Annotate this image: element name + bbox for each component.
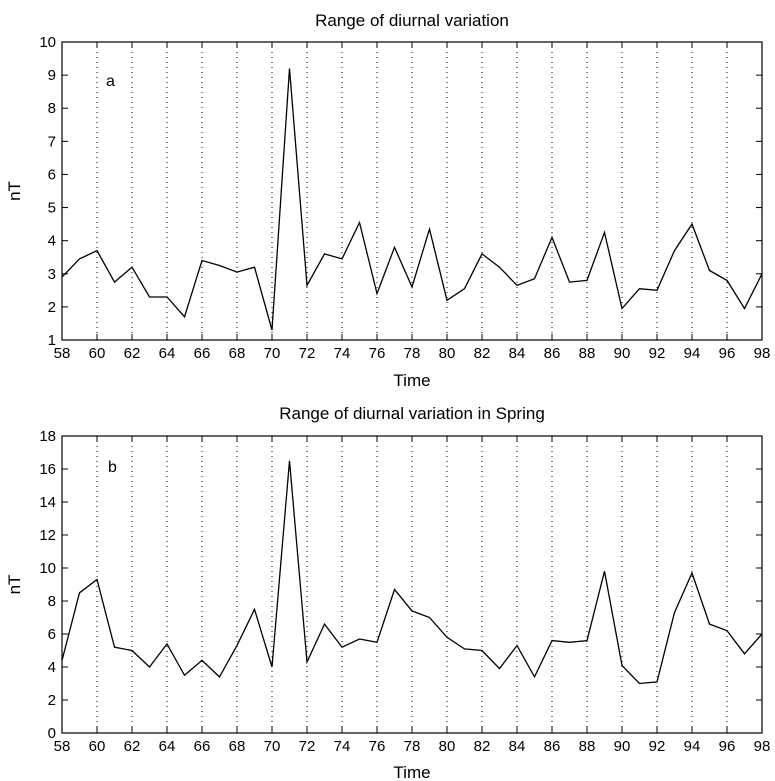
y-tick-label: 10 [39, 34, 56, 51]
x-tick-label: 82 [474, 345, 491, 362]
y-tick-label: 4 [48, 659, 56, 676]
x-tick-label: 74 [334, 345, 351, 362]
y-tick-label: 0 [48, 725, 56, 742]
x-tick-label: 84 [509, 738, 526, 755]
y-tick-label: 8 [48, 100, 56, 117]
x-tick-label: 92 [649, 738, 666, 755]
series-line [61, 460, 763, 685]
y-tick-label: 18 [39, 428, 56, 445]
x-tick-label: 92 [649, 345, 666, 362]
y-tick-label: 2 [48, 299, 56, 316]
x-tick-label: 70 [264, 738, 281, 755]
y-tick-label: 8 [48, 593, 56, 610]
x-tick-label: 62 [124, 738, 141, 755]
x-tick-label: 58 [54, 738, 71, 755]
x-tick-label: 88 [579, 345, 596, 362]
x-tick-label: 76 [369, 738, 386, 755]
x-tick-label: 96 [719, 738, 736, 755]
x-tick-label: 80 [439, 345, 456, 362]
series-line [61, 68, 763, 331]
x-tick-label: 94 [684, 738, 701, 755]
y-tick-label: 9 [48, 67, 56, 84]
x-tick-label: 78 [404, 345, 421, 362]
x-tick-label: 66 [194, 345, 211, 362]
panel-label: a [106, 73, 115, 90]
x-tick-label: 68 [229, 738, 246, 755]
x-tick-label: 68 [229, 345, 246, 362]
x-tick-label: 86 [544, 345, 561, 362]
x-tick-label: 64 [159, 738, 176, 755]
y-tick-label: 10 [39, 560, 56, 577]
chart-panel-b: 58 60 62 64 66 68 70 72 74 76 78 80 82 84 86 88 90 92 94 96… [5, 404, 770, 781]
y-tick-label: 14 [39, 494, 56, 511]
x-tick-label: 66 [194, 738, 211, 755]
y-tick-label: 16 [39, 461, 56, 478]
y-tick-label: 12 [39, 527, 56, 544]
plot-frame [61, 41, 763, 341]
x-tick-label: 98 [754, 345, 771, 362]
y-tick-label: 6 [48, 626, 56, 643]
x-axis-label: Time [393, 371, 430, 390]
x-tick-label: 70 [264, 345, 281, 362]
x-axis-label: Time [393, 763, 430, 781]
y-tick-label: 3 [48, 266, 56, 283]
x-tick-label: 90 [614, 738, 631, 755]
x-tick-label: 72 [299, 738, 316, 755]
x-tick-label: 80 [439, 738, 456, 755]
x-tick-label: 84 [509, 345, 526, 362]
y-tick-label: 2 [48, 692, 56, 709]
plot-frame [61, 435, 763, 734]
x-tick-label: 58 [54, 345, 71, 362]
x-tick-label: 72 [299, 345, 316, 362]
x-tick-label: 96 [719, 345, 736, 362]
y-tick-label: 4 [48, 233, 56, 250]
x-tick-label: 78 [404, 738, 421, 755]
x-tick-label: 62 [124, 345, 141, 362]
x-tick-label: 98 [754, 738, 771, 755]
x-tick-label: 60 [89, 738, 106, 755]
x-tick-label: 86 [544, 738, 561, 755]
y-axis-label: nT [5, 181, 24, 201]
x-tick-label: 94 [684, 345, 701, 362]
y-tick-label: 6 [48, 166, 56, 183]
x-tick-label: 88 [579, 738, 596, 755]
x-tick-label: 76 [369, 345, 386, 362]
x-tick-label: 82 [474, 738, 491, 755]
y-tick-label: 5 [48, 200, 56, 217]
y-tick-label: 1 [48, 332, 56, 349]
y-axis-label: nT [5, 575, 24, 595]
panel-label: b [108, 459, 117, 476]
chart-panel-a: 58 60 62 64 66 68 70 72 74 76 78 80 82 84 86 88 90 92 94 96… [5, 11, 770, 390]
x-tick-label: 74 [334, 738, 351, 755]
x-tick-label: 90 [614, 345, 631, 362]
x-tick-label: 64 [159, 345, 176, 362]
chart-title: Range of diurnal variation [315, 11, 509, 30]
y-tick-label: 7 [48, 133, 56, 150]
chart-title: Range of diurnal variation in Spring [279, 404, 545, 423]
x-tick-label: 60 [89, 345, 106, 362]
